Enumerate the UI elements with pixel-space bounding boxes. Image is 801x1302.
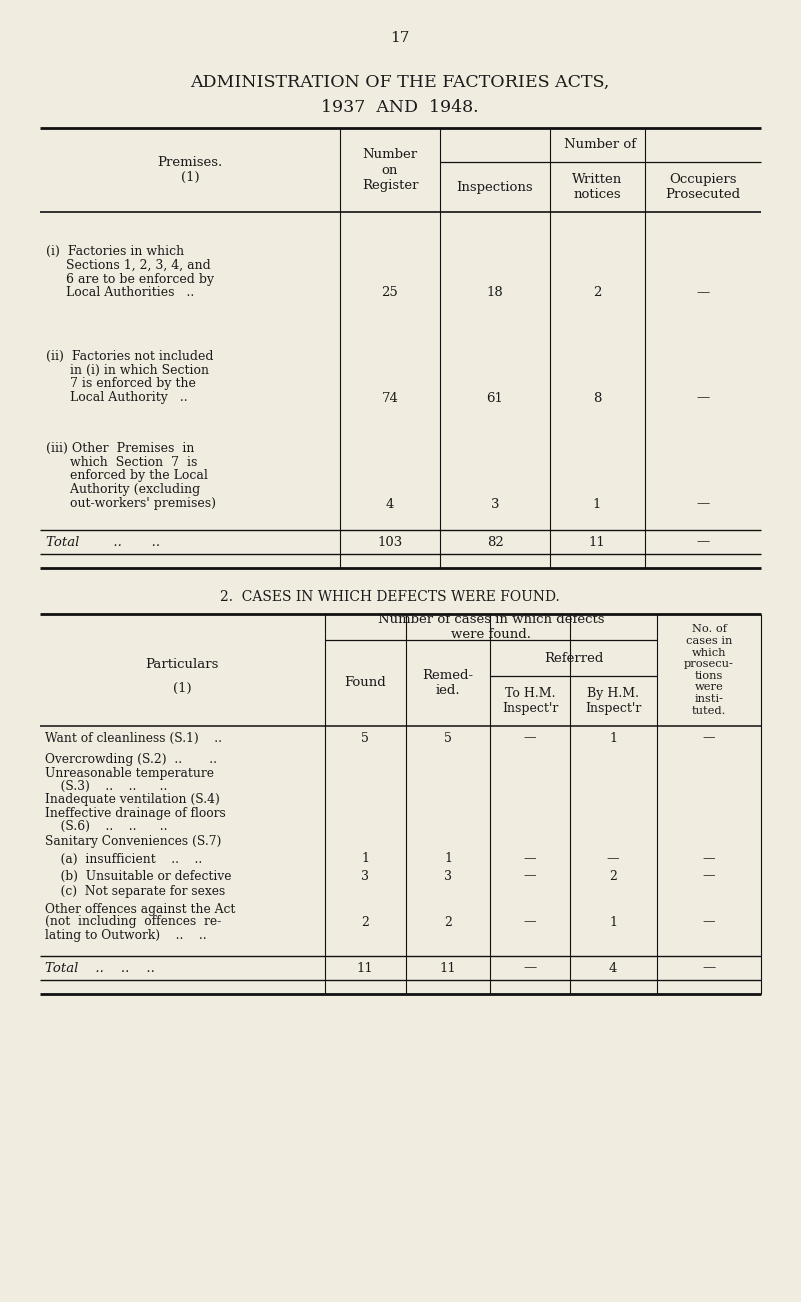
Text: —: — — [696, 535, 710, 548]
Text: Ineffective drainage of floors: Ineffective drainage of floors — [45, 807, 226, 820]
Text: Inadequate ventilation (S.4): Inadequate ventilation (S.4) — [45, 793, 220, 806]
Text: —: — — [696, 497, 710, 510]
Text: enforced by the Local: enforced by the Local — [46, 470, 208, 483]
Text: (S.3)    ..    ..      ..: (S.3) .. .. .. — [45, 780, 167, 793]
Text: 5: 5 — [444, 732, 452, 745]
Text: By H.M.
Inspect'r: By H.M. Inspect'r — [585, 687, 641, 715]
Text: Number
on
Register: Number on Register — [362, 148, 418, 191]
Text: 4: 4 — [386, 497, 394, 510]
Text: Overcrowding (S.2)  ..       ..: Overcrowding (S.2) .. .. — [45, 753, 217, 766]
Text: 11: 11 — [589, 535, 606, 548]
Text: 82: 82 — [487, 535, 503, 548]
Text: 7 is enforced by the: 7 is enforced by the — [46, 378, 196, 391]
Text: —: — — [696, 286, 710, 299]
Text: Other offences against the Act: Other offences against the Act — [45, 902, 235, 915]
Text: Sanitary Conveniences (S.7): Sanitary Conveniences (S.7) — [45, 835, 221, 848]
Text: —: — — [702, 915, 715, 928]
Text: Occupiers
Prosecuted: Occupiers Prosecuted — [666, 173, 741, 201]
Text: (not  including  offences  re-: (not including offences re- — [45, 915, 221, 928]
Text: —: — — [702, 732, 715, 745]
Text: lating to Outwork)    ..    ..: lating to Outwork) .. .. — [45, 928, 207, 941]
Text: (1): (1) — [173, 681, 191, 694]
Text: 2: 2 — [361, 915, 369, 928]
Text: Found: Found — [344, 677, 386, 690]
Text: 18: 18 — [487, 286, 503, 299]
Text: 1937  AND  1948.: 1937 AND 1948. — [321, 99, 479, 116]
Text: (ii)  Factories not included: (ii) Factories not included — [46, 349, 214, 362]
Text: 2: 2 — [444, 915, 452, 928]
Text: Authority (excluding: Authority (excluding — [46, 483, 200, 496]
Text: 17: 17 — [390, 31, 409, 46]
Text: Total        ..       ..: Total .. .. — [46, 535, 160, 548]
Text: 5: 5 — [361, 732, 369, 745]
Text: (a)  insufficient    ..    ..: (a) insufficient .. .. — [45, 853, 202, 866]
Text: Number of: Number of — [565, 138, 637, 151]
Text: (i)  Factories in which: (i) Factories in which — [46, 245, 184, 258]
Text: 1: 1 — [609, 915, 617, 928]
Text: Unreasonable temperature: Unreasonable temperature — [45, 767, 214, 780]
Text: which  Section  7  is: which Section 7 is — [46, 456, 197, 469]
Text: 2.  CASES IN WHICH DEFECTS WERE FOUND.: 2. CASES IN WHICH DEFECTS WERE FOUND. — [220, 590, 560, 604]
Text: Inspections: Inspections — [457, 181, 533, 194]
Text: Premises.
(1): Premises. (1) — [157, 156, 223, 184]
Text: ADMINISTRATION OF THE FACTORIES ACTS,: ADMINISTRATION OF THE FACTORIES ACTS, — [191, 73, 610, 91]
Text: 1: 1 — [593, 497, 602, 510]
Text: 61: 61 — [486, 392, 504, 405]
Text: —: — — [702, 961, 715, 974]
Text: —: — — [524, 915, 536, 928]
Text: 2: 2 — [609, 870, 617, 883]
Text: Total    ..    ..    ..: Total .. .. .. — [45, 961, 155, 974]
Text: 103: 103 — [377, 535, 403, 548]
Text: —: — — [696, 392, 710, 405]
Text: 11: 11 — [356, 961, 373, 974]
Text: (b)  Unsuitable or defective: (b) Unsuitable or defective — [45, 870, 231, 883]
Text: Referred: Referred — [544, 651, 603, 664]
Text: —: — — [524, 870, 536, 883]
Text: 1: 1 — [361, 853, 369, 866]
Text: Remed-
ied.: Remed- ied. — [422, 669, 473, 697]
Text: Local Authorities   ..: Local Authorities .. — [46, 286, 195, 299]
Text: Particulars: Particulars — [145, 659, 219, 672]
Text: —: — — [523, 961, 537, 974]
Text: 2: 2 — [593, 286, 602, 299]
Text: 3: 3 — [444, 870, 452, 883]
Text: 8: 8 — [593, 392, 602, 405]
Text: Sections 1, 2, 3, 4, and: Sections 1, 2, 3, 4, and — [46, 259, 211, 272]
Text: 3: 3 — [491, 497, 499, 510]
Text: 6 are to be enforced by: 6 are to be enforced by — [46, 272, 214, 285]
Text: 1: 1 — [609, 732, 617, 745]
Text: —: — — [524, 732, 536, 745]
Text: —: — — [702, 870, 715, 883]
Text: out-workers' premises): out-workers' premises) — [46, 497, 216, 510]
Text: in (i) in which Section: in (i) in which Section — [46, 363, 209, 376]
Text: Want of cleanliness (S.1)    ..: Want of cleanliness (S.1) .. — [45, 732, 222, 745]
Text: 4: 4 — [609, 961, 618, 974]
Text: (S.6)    ..    ..      ..: (S.6) .. .. .. — [45, 820, 167, 833]
Text: 1: 1 — [444, 853, 452, 866]
Text: (c)  Not separate for sexes: (c) Not separate for sexes — [45, 885, 225, 898]
Text: To H.M.
Inspect'r: To H.M. Inspect'r — [501, 687, 558, 715]
Text: —: — — [524, 853, 536, 866]
Text: 25: 25 — [381, 286, 398, 299]
Text: 3: 3 — [361, 870, 369, 883]
Text: —: — — [702, 853, 715, 866]
Text: (iii) Other  Premises  in: (iii) Other Premises in — [46, 441, 195, 454]
Text: Local Authority   ..: Local Authority .. — [46, 392, 187, 405]
Text: No. of
cases in
which
prosecu-
tions
were
insti-
tuted.: No. of cases in which prosecu- tions wer… — [684, 625, 734, 716]
Text: 11: 11 — [440, 961, 457, 974]
Text: 74: 74 — [381, 392, 398, 405]
Text: —: — — [606, 853, 619, 866]
Text: Written
notices: Written notices — [572, 173, 622, 201]
Text: Number of cases in which defects
were found.: Number of cases in which defects were fo… — [378, 613, 604, 641]
